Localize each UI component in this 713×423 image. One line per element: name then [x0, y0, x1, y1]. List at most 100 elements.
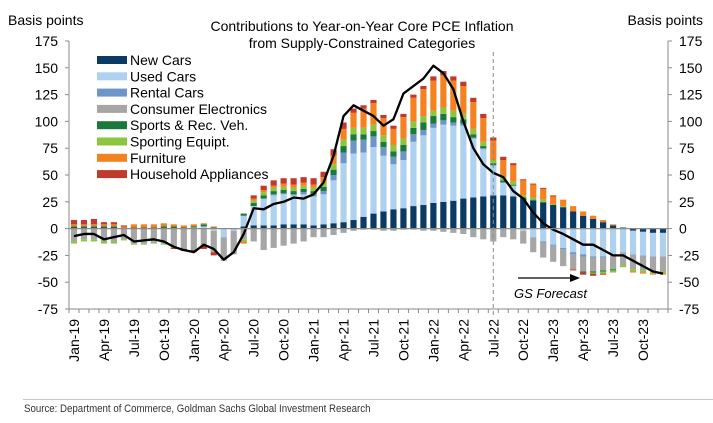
- bar-segment: [590, 273, 597, 276]
- bar-segment: [150, 242, 157, 244]
- legend-label: New Cars: [130, 52, 191, 68]
- x-tick-label: Apr-21: [336, 319, 352, 361]
- bar-segment: [460, 81, 467, 87]
- bar-segment: [480, 113, 487, 119]
- bar-segment: [609, 228, 617, 255]
- bar-segment: [250, 228, 257, 242]
- bar-segment: [130, 224, 137, 228]
- bar-segment: [390, 144, 397, 152]
- bar-segment: [170, 228, 177, 247]
- bar-segment: [460, 198, 467, 229]
- bar-segment: [410, 206, 417, 229]
- legend-swatch: [97, 153, 127, 162]
- bar-segment: [90, 226, 98, 228]
- y-tick-label-left: 75: [42, 140, 58, 156]
- bar-segment: [580, 272, 587, 275]
- bar-segment: [600, 222, 607, 229]
- bar-segment: [300, 194, 307, 225]
- bar-segment: [330, 169, 337, 175]
- y-tick-label-right: -50: [679, 274, 699, 290]
- bar-segment: [460, 113, 467, 120]
- x-tick-label: Jul-22: [485, 319, 501, 357]
- bar-segment: [510, 163, 517, 166]
- bar-segment: [270, 228, 277, 248]
- bar-segment: [110, 228, 118, 242]
- bar-segment: [450, 200, 457, 229]
- bar-segment: [290, 224, 297, 229]
- bar-segment: [240, 213, 247, 216]
- bar-segment: [530, 183, 537, 185]
- bar-segment: [280, 183, 287, 187]
- forecast-label: GS Forecast: [514, 286, 588, 301]
- bar-segment: [530, 199, 537, 201]
- bar-segment: [580, 228, 587, 255]
- bar-segment: [380, 147, 387, 156]
- bar-segment: [270, 225, 277, 229]
- bar-segment: [330, 228, 337, 236]
- legend-item: Sports & Rec. Veh.: [97, 117, 248, 133]
- bar-segment: [260, 192, 267, 196]
- bar-segment: [520, 230, 527, 244]
- x-tick-label: Jul-23: [605, 319, 621, 357]
- bar-segment: [440, 107, 447, 114]
- bar-segment: [560, 228, 567, 248]
- y-tick-label-left: 175: [35, 33, 59, 49]
- bar-segment: [550, 244, 557, 246]
- x-tick-label: Jan-22: [425, 319, 441, 362]
- bar-segment: [270, 195, 277, 226]
- bar-segment: [480, 196, 487, 229]
- bar-segment: [90, 218, 98, 225]
- legend-item: Consumer Electronics: [97, 101, 267, 117]
- bar-segment: [590, 218, 597, 229]
- bar-segment: [140, 224, 147, 228]
- bar-segment: [390, 164, 397, 210]
- chart-title: Contributions to Year-on-Year Core PCE I…: [211, 18, 514, 34]
- bar-segment: [130, 228, 137, 244]
- bar-segment: [510, 181, 517, 185]
- bar-segment: [380, 211, 387, 229]
- bar-segment: [360, 108, 367, 128]
- bar-segment: [540, 241, 547, 243]
- bar-segment: [210, 226, 217, 228]
- y-tick-label-right: -25: [679, 247, 699, 263]
- axes-group: 175 175 150 150 125 125 100 100 75 75 50 50 25 25 0 0 -2…: [35, 33, 703, 362]
- bar-segment: [649, 232, 657, 257]
- bar-segment: [460, 125, 467, 199]
- bar-segment: [570, 269, 577, 271]
- bar-segment: [609, 254, 617, 270]
- bar-segment: [310, 184, 317, 188]
- bar-segment: [340, 228, 347, 233]
- legend-item: New Cars: [97, 52, 191, 68]
- bar-segment: [310, 225, 317, 229]
- bar-segment: [120, 225, 128, 227]
- bar-segment: [440, 228, 447, 232]
- bar-segment: [160, 226, 167, 229]
- bar-segment: [580, 271, 587, 273]
- bar-segment: [530, 237, 537, 253]
- bar-segment: [170, 226, 177, 229]
- bar-segment: [440, 201, 447, 229]
- bar-segment: [310, 187, 317, 192]
- bar-segment: [200, 228, 207, 246]
- bar-segment: [70, 220, 78, 225]
- bar-segment: [510, 165, 517, 182]
- bar-segment: [330, 180, 337, 224]
- bar-segment: [250, 198, 257, 201]
- y-tick-label-left: -25: [38, 247, 58, 263]
- legend-swatch: [97, 88, 127, 97]
- y-tick-label-right: 125: [679, 87, 703, 103]
- bar-segment: [450, 76, 457, 81]
- bar-segment: [540, 202, 547, 229]
- bar-segment: [500, 228, 507, 238]
- bar-segment: [100, 228, 108, 242]
- bar-segment: [400, 151, 407, 160]
- bar-segment: [639, 231, 647, 256]
- y-tick-label-right: 150: [679, 60, 703, 76]
- bar-segment: [530, 197, 537, 200]
- bar-segment: [490, 195, 497, 229]
- bar-segment: [320, 171, 327, 178]
- bar-segment: [380, 155, 387, 212]
- bar-segment: [90, 239, 98, 242]
- bar-segment: [330, 223, 337, 229]
